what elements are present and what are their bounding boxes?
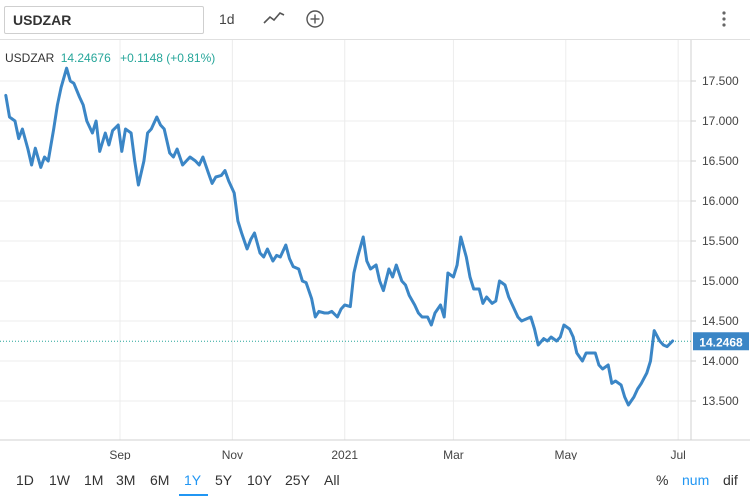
- range-all-button[interactable]: All: [324, 472, 340, 488]
- y-tick-label: 15.500: [702, 234, 739, 248]
- y-tick-label: 16.000: [702, 194, 739, 208]
- chart-area[interactable]: 13.500 14.000 14.500 15.000 15.500 16.000 16.5…: [0, 40, 750, 462]
- legend-last-price: 14.24676: [60, 51, 111, 65]
- scale-dif-button[interactable]: dif: [723, 472, 738, 488]
- series-line: [4, 66, 675, 407]
- x-tick-label: May: [554, 448, 577, 460]
- add-compare-icon[interactable]: [303, 8, 327, 30]
- range-6m-button[interactable]: 6M: [150, 472, 170, 488]
- y-tick-label: 14.000: [702, 354, 739, 368]
- x-tick-label: Sep: [109, 448, 131, 460]
- range-10y-button[interactable]: 10Y: [247, 472, 272, 488]
- toolbar: USDZAR 1d: [0, 0, 750, 40]
- y-tick-label: 13.500: [702, 394, 739, 408]
- y-tick-label: 17.000: [702, 114, 739, 128]
- legend-change: +0.1148 (+0.81%): [120, 51, 216, 65]
- range-1m-button[interactable]: 1M: [84, 472, 104, 488]
- range-25y-button[interactable]: 25Y: [285, 472, 310, 488]
- active-range-underline: [179, 494, 208, 496]
- y-tick-label: 17.500: [702, 74, 739, 88]
- price-tag: [693, 332, 749, 351]
- scale-num-button[interactable]: num: [682, 472, 710, 488]
- x-tick-label: 2021: [331, 448, 358, 460]
- range-3m-button[interactable]: 3M: [116, 472, 136, 488]
- range-1d-button[interactable]: 1D: [16, 472, 34, 488]
- legend-info: USDZAR 14.24676 +0.1148 (+0.81%): [5, 51, 215, 65]
- more-vertical-icon[interactable]: [712, 8, 736, 30]
- price-chart[interactable]: 13.500 14.000 14.500 15.000 15.500 16.000 16.5…: [0, 40, 750, 462]
- range-1y-button[interactable]: 1Y: [184, 472, 202, 488]
- y-tick-label: 15.000: [702, 274, 739, 288]
- x-tick-label: Mar: [443, 448, 464, 460]
- range-5y-button[interactable]: 5Y: [215, 472, 233, 488]
- range-1w-button[interactable]: 1W: [49, 472, 70, 488]
- scale-percent-button[interactable]: %: [656, 472, 669, 488]
- legend-symbol: USDZAR: [5, 51, 55, 65]
- price-tag-label: 14.2468: [699, 335, 743, 349]
- symbol-input[interactable]: USDZAR: [4, 6, 204, 34]
- line-chart-icon[interactable]: [262, 8, 286, 30]
- x-tick-label: Jul: [670, 448, 685, 460]
- y-tick-label: 16.500: [702, 154, 739, 168]
- interval-selector[interactable]: 1d: [219, 11, 235, 27]
- x-tick-label: Nov: [222, 448, 243, 460]
- bottom-bar: 1D 1W 1M 3M 6M 1Y 5Y 10Y 25Y All % num d…: [0, 466, 750, 496]
- y-tick-label: 14.500: [702, 314, 739, 328]
